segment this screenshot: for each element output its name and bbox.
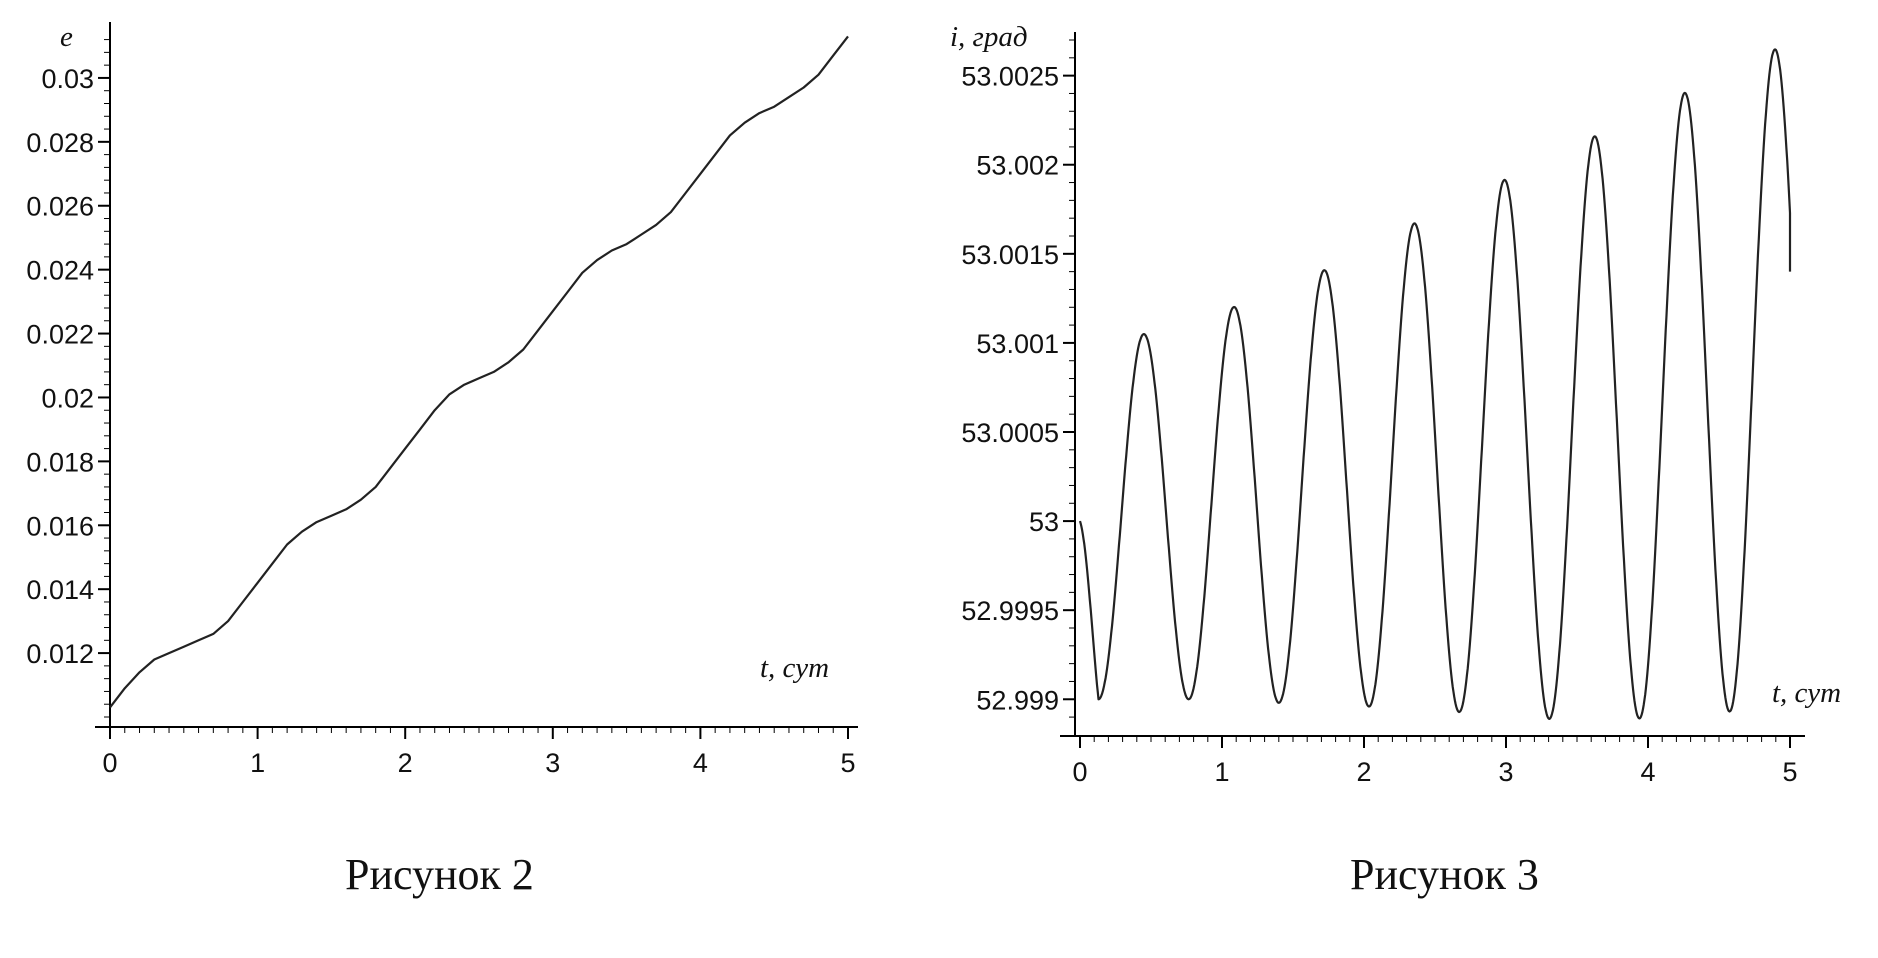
y-tick-label: 53.0005 xyxy=(961,418,1059,448)
x-tick-label: 3 xyxy=(545,748,560,778)
x-tick-label: 2 xyxy=(1356,757,1371,787)
axes: 0 1 2 3 4 5 52.999 52.9995 53 53.0005 53.001 53.001… xyxy=(961,32,1805,787)
y-tick-label: 0.018 xyxy=(26,447,94,477)
x-tick-label: 0 xyxy=(102,748,117,778)
chart-eccentricity: 0 1 2 3 4 5 0.012 0.014 0.016 0.018 0.02 0.022 0.024… xyxy=(26,21,858,899)
series-layer xyxy=(109,35,849,709)
y-tick-label: 0.028 xyxy=(26,128,94,158)
x-tick-label: 3 xyxy=(1498,757,1513,787)
y-axis-label: e xyxy=(60,21,73,53)
y-tick-label: 0.026 xyxy=(26,192,94,222)
y-tick-label: 53.002 xyxy=(976,151,1059,181)
y-tick-label: 0.012 xyxy=(26,639,94,669)
y-tick-label: 52.999 xyxy=(976,685,1059,715)
axes: 0 1 2 3 4 5 0.012 0.014 0.016 0.018 0.02 0.022 0.024… xyxy=(26,22,858,778)
series-line xyxy=(1078,48,1792,720)
x-tick-label: 4 xyxy=(693,748,708,778)
x-tick-label: 2 xyxy=(398,748,413,778)
series-layer xyxy=(1078,48,1792,720)
x-tick-label: 1 xyxy=(1214,757,1229,787)
x-tick-label: 4 xyxy=(1640,757,1655,787)
x-axis-label: t, сут xyxy=(1772,677,1841,709)
figure-caption: Рисунок 2 xyxy=(345,850,534,899)
y-tick-label: 53.001 xyxy=(976,329,1059,359)
y-tick-label: 0.02 xyxy=(41,383,94,413)
y-tick-label: 0.03 xyxy=(41,64,94,94)
y-tick-label: 53 xyxy=(1029,507,1059,537)
x-tick-label: 1 xyxy=(250,748,265,778)
y-axis-label: i, град xyxy=(950,21,1028,53)
x-tick-label: 5 xyxy=(1782,757,1797,787)
y-tick-label: 52.9995 xyxy=(961,596,1059,626)
x-tick-label: 0 xyxy=(1072,757,1087,787)
y-tick-label: 0.022 xyxy=(26,320,94,350)
series-line xyxy=(109,35,849,709)
x-tick-label: 5 xyxy=(840,748,855,778)
y-tick-label: 0.014 xyxy=(26,575,94,605)
x-axis-label: t, сут xyxy=(760,652,829,684)
chart-inclination: 0 1 2 3 4 5 52.999 52.9995 53 53.0005 53.001 53.001… xyxy=(950,21,1841,899)
y-tick-label: 0.024 xyxy=(26,256,94,286)
y-tick-label: 0.016 xyxy=(26,511,94,541)
figure-caption: Рисунок 3 xyxy=(1350,850,1539,899)
y-tick-label: 53.0015 xyxy=(961,240,1059,270)
y-tick-label: 53.0025 xyxy=(961,62,1059,92)
